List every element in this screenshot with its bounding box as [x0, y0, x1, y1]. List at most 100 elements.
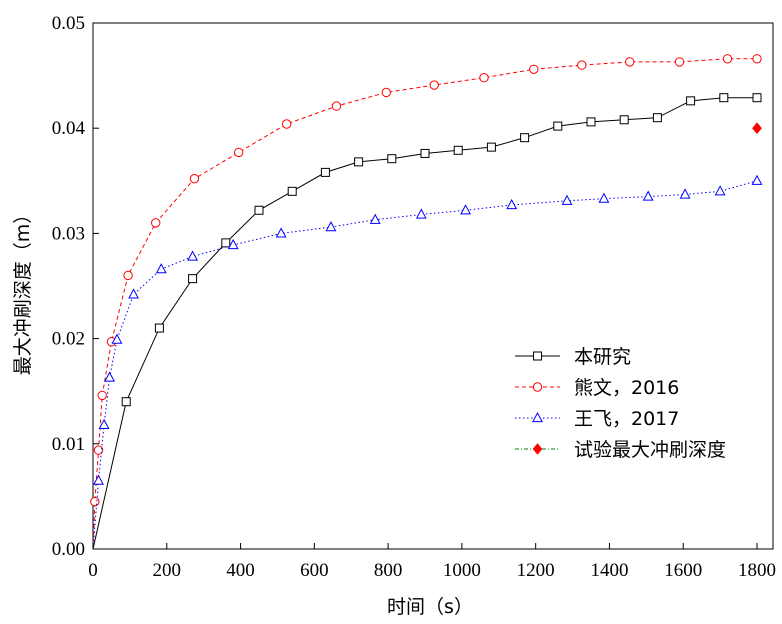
- y-tick-label: 0.02: [52, 329, 85, 350]
- series-2: [90, 54, 762, 550]
- x-axis: 0 200 400 600 800 1000 1200 1400 1600 1800: [88, 543, 776, 581]
- x-tick-label: 1400: [590, 560, 628, 581]
- data-point: [714, 185, 726, 196]
- series-layer: [90, 54, 763, 550]
- data-point: [111, 333, 123, 344]
- data-point: [752, 54, 762, 64]
- data-point: [486, 142, 496, 152]
- data-point: [155, 263, 167, 274]
- legend-item: 本研究: [515, 346, 631, 368]
- y-tick-label: 0.01: [52, 434, 85, 455]
- legend-item: 熊文，2016: [515, 377, 679, 399]
- data-point: [561, 194, 573, 205]
- data-point: [453, 145, 463, 155]
- data-point: [90, 496, 100, 507]
- data-point: [679, 188, 691, 199]
- legend-item: 试验最大冲刷深度: [515, 439, 726, 461]
- series-1: [92, 93, 762, 550]
- data-point: [254, 205, 264, 215]
- x-tick-label: 0: [88, 560, 98, 581]
- data-point: [719, 93, 729, 103]
- legend-item: 王飞，2017: [515, 408, 679, 430]
- x-axis-label: 时间（s）: [387, 596, 473, 618]
- legend-label: 王飞，2017: [574, 408, 679, 430]
- y-tick-label: 0.05: [52, 13, 85, 34]
- data-point: [752, 122, 762, 134]
- data-point: [151, 218, 161, 228]
- data-point: [415, 208, 427, 219]
- series-4: [752, 122, 762, 134]
- y-tick-label: 0.04: [52, 118, 86, 139]
- series-3: [92, 174, 763, 550]
- data-point: [325, 221, 337, 232]
- data-point: [123, 270, 133, 281]
- x-tick-label: 1200: [517, 560, 555, 581]
- y-tick-label: 0.00: [52, 539, 85, 560]
- data-point: [722, 54, 733, 64]
- data-point: [577, 60, 587, 70]
- data-point: [520, 133, 530, 143]
- series-line: [92, 97, 757, 550]
- data-point: [652, 113, 662, 123]
- data-point: [98, 418, 110, 429]
- data-point: [625, 57, 635, 67]
- data-point: [128, 288, 140, 299]
- legend-label: 试验最大冲刷深度: [574, 439, 726, 461]
- x-tick-label: 1000: [443, 560, 481, 581]
- plot-frame: [92, 22, 774, 550]
- x-tick-label: 1800: [738, 560, 776, 581]
- legend-marker: [532, 382, 543, 392]
- data-point: [227, 238, 239, 250]
- data-point: [506, 198, 518, 210]
- data-point: [354, 157, 364, 167]
- data-point: [97, 390, 107, 401]
- data-point: [287, 186, 297, 196]
- data-point: [93, 445, 104, 455]
- data-point: [188, 274, 198, 284]
- x-tick-label: 1600: [664, 560, 702, 581]
- legend-label: 熊文，2016: [574, 377, 679, 399]
- data-point: [429, 80, 439, 90]
- x-tick-label: 600: [300, 560, 329, 581]
- series-line: [92, 58, 757, 550]
- y-axis: 0.00 0.01 0.02 0.03 0.04 0.05: [52, 13, 99, 560]
- data-point: [121, 397, 131, 407]
- data-point: [221, 238, 231, 248]
- data-point: [187, 250, 199, 261]
- data-point: [331, 101, 342, 111]
- legend-marker: [532, 443, 543, 455]
- legend-marker: [533, 351, 542, 361]
- data-point: [674, 57, 685, 67]
- data-point: [154, 323, 164, 333]
- data-point: [369, 213, 381, 224]
- plot-area: [90, 22, 774, 550]
- y-axis-label: 最大冲刷深度（m）: [12, 205, 34, 376]
- data-point: [420, 148, 430, 158]
- y-tick-label: 0.03: [52, 223, 85, 244]
- data-point: [234, 147, 244, 158]
- data-point: [381, 87, 391, 98]
- data-point: [275, 227, 287, 238]
- data-point: [189, 173, 200, 184]
- x-tick-label: 400: [226, 560, 255, 581]
- data-point: [104, 371, 116, 382]
- data-point: [598, 192, 610, 203]
- series-line: [92, 180, 758, 550]
- x-tick-label: 200: [153, 560, 182, 581]
- data-point: [686, 96, 696, 106]
- data-point: [281, 119, 292, 129]
- legend-label: 本研究: [574, 346, 631, 368]
- data-point: [93, 474, 104, 485]
- data-point: [460, 204, 472, 215]
- data-point: [320, 167, 330, 177]
- data-point: [553, 121, 563, 131]
- data-point: [529, 64, 539, 74]
- legend-marker: [532, 411, 543, 423]
- data-point: [752, 93, 762, 103]
- data-point: [586, 117, 596, 127]
- data-point: [751, 174, 763, 185]
- data-point: [642, 190, 654, 201]
- data-point: [619, 115, 629, 125]
